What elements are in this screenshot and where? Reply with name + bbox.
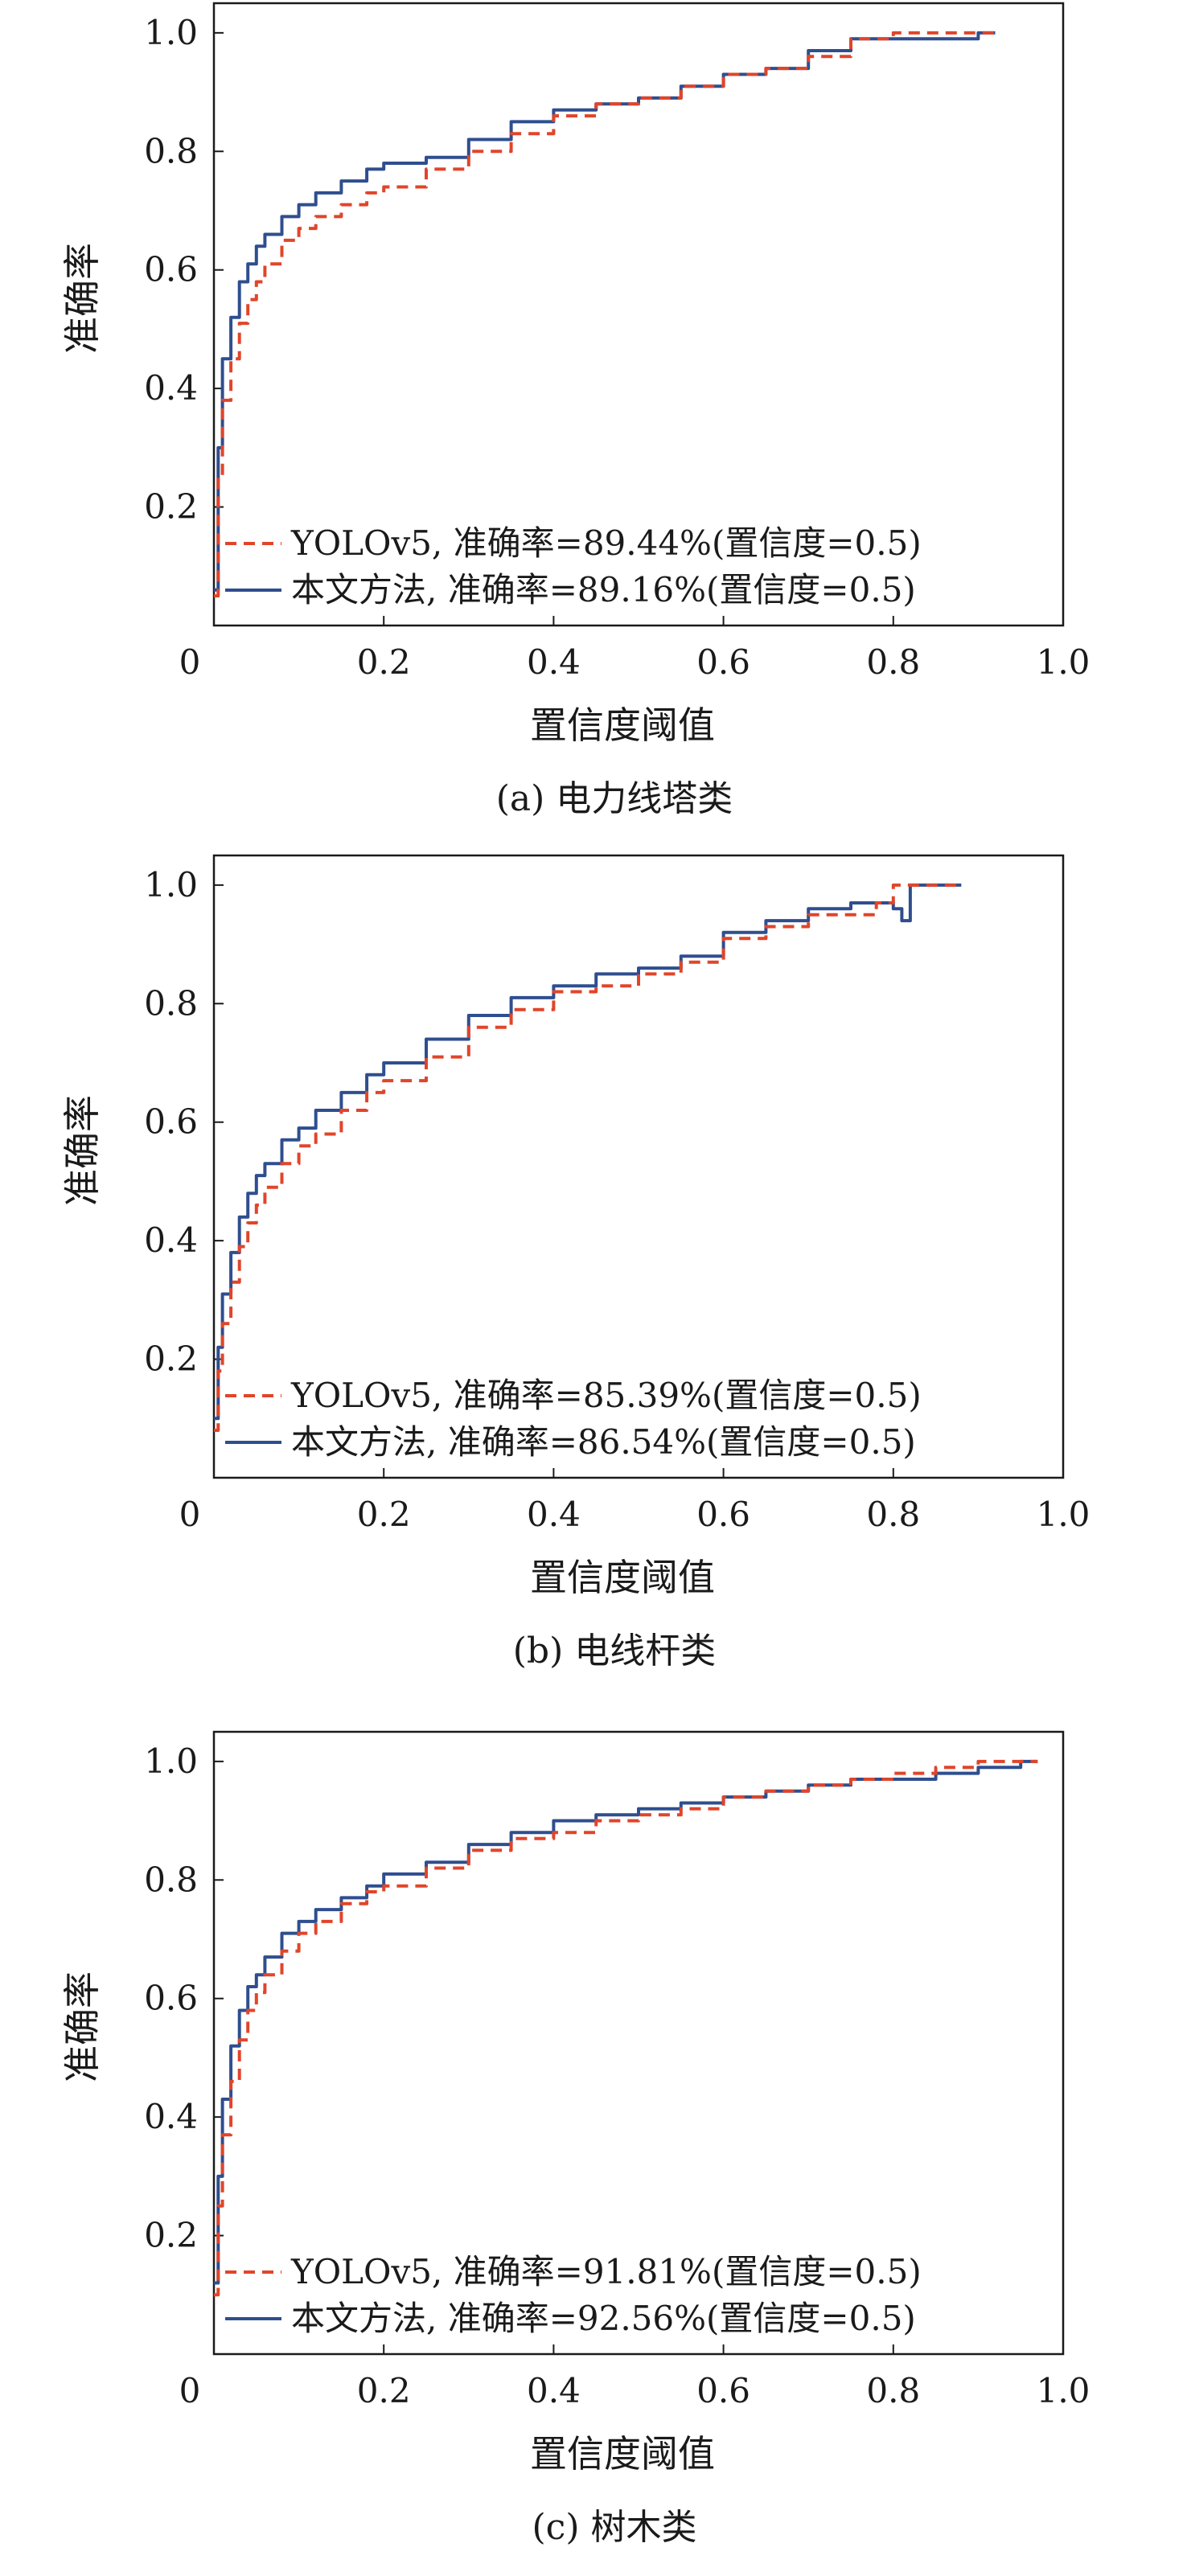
y-tick-label: 1.0 (144, 13, 198, 52)
x-tick-label: 0 (179, 2371, 201, 2410)
y-tick-label: 0.6 (144, 1102, 198, 1142)
y-tick-label: 0.8 (144, 131, 198, 170)
y-tick-label: 0.4 (144, 368, 198, 408)
x-tick-label: 0.2 (357, 1495, 411, 1534)
legend-entry: 本文方法, 准确率=86.54%(置信度=0.5) (291, 1422, 916, 1462)
chart-panel-b: 0 0.2 0.4 0.6 0.8 1.0 0.2 0.4 0.6 0.8 1.0 置信度阈值 准确率 Y… (0, 852, 1187, 1721)
x-axis-label: 置信度阈值 (530, 2432, 715, 2476)
x-tick-label: 0.6 (696, 642, 750, 682)
y-tick-label: 1.0 (144, 1741, 198, 1781)
x-tick-label: 0.2 (357, 2371, 411, 2410)
y-axis-label: 准确率 (60, 1971, 104, 2082)
x-tick-label: 0 (179, 1495, 201, 1534)
y-tick-label: 0.8 (144, 983, 198, 1023)
x-axis-label: 置信度阈值 (530, 703, 715, 747)
legend-entry: YOLOv5, 准确率=89.44%(置信度=0.5) (290, 523, 922, 563)
x-tick-label: 0.8 (866, 1495, 920, 1534)
chart-svg: 0 0.2 0.4 0.6 0.8 1.0 0.2 0.4 0.6 0.8 1.0 置信度阈值 准确率 Y… (60, 2, 1090, 819)
x-tick-label: 0.6 (696, 2371, 750, 2410)
plot-frame (212, 854, 1065, 1479)
y-tick-label: 0.8 (144, 1860, 198, 1899)
y-axis-label: 准确率 (60, 1095, 104, 1206)
x-tick-label: 0 (179, 642, 201, 682)
x-tick-label: 1.0 (1037, 642, 1090, 682)
y-tick-label: 0.2 (144, 1339, 198, 1379)
y-tick-label: 1.0 (144, 865, 198, 904)
y-tick-label: 0.4 (144, 1220, 198, 1260)
legend-entry: YOLOv5, 准确率=85.39%(置信度=0.5) (290, 1376, 922, 1415)
x-tick-label: 0.6 (696, 1495, 750, 1534)
plot-frame (212, 2, 1065, 627)
y-tick-label: 0.2 (144, 487, 198, 527)
x-tick-label: 0.8 (866, 2371, 920, 2410)
series-yolov5-line (214, 31, 996, 598)
series-ours-line (214, 31, 996, 592)
chart-caption: (c) 树木类 (532, 2507, 697, 2548)
x-tick-label: 1.0 (1037, 2371, 1090, 2410)
x-tick-label: 0.4 (527, 2371, 581, 2410)
chart-caption: (a) 电力线塔类 (496, 778, 733, 819)
chart-svg: 0 0.2 0.4 0.6 0.8 1.0 0.2 0.4 0.6 0.8 1.0 置信度阈值 准确率 Y… (60, 854, 1090, 1672)
x-tick-label: 0.4 (527, 1495, 581, 1534)
y-axis-label: 准确率 (60, 243, 104, 354)
chart-caption: (b) 电线杆类 (513, 1631, 716, 1672)
series-yolov5-line (214, 1759, 1038, 2297)
legend-entry: YOLOv5, 准确率=91.81%(置信度=0.5) (290, 2252, 922, 2291)
legend-entry: 本文方法, 准确率=92.56%(置信度=0.5) (291, 2299, 916, 2338)
x-tick-label: 0.2 (357, 642, 411, 682)
y-tick-label: 0.4 (144, 2097, 198, 2136)
plot-frame (212, 1730, 1065, 2356)
y-tick-label: 0.6 (144, 250, 198, 289)
x-tick-label: 0.4 (527, 642, 581, 682)
series-yolov5-line (214, 883, 962, 1432)
chart-panel-a: 0 0.2 0.4 0.6 0.8 1.0 0.2 0.4 0.6 0.8 1.0 置信度阈值 准确率 Y… (0, 0, 1187, 852)
series-ours-line (214, 883, 962, 1421)
x-tick-label: 1.0 (1037, 1495, 1090, 1534)
x-axis-label: 置信度阈值 (530, 1556, 715, 1599)
x-tick-label: 0.8 (866, 642, 920, 682)
series-ours-line (214, 1759, 1038, 2285)
y-tick-label: 0.6 (144, 1979, 198, 2018)
legend-entry: 本文方法, 准确率=89.16%(置信度=0.5) (291, 570, 916, 609)
chart-panel-c: 0 0.2 0.4 0.6 0.8 1.0 0.2 0.4 0.6 0.8 1.0 置信度阈值 准确率 Y… (0, 1721, 1187, 2576)
y-tick-label: 0.2 (144, 2216, 198, 2255)
chart-svg: 0 0.2 0.4 0.6 0.8 1.0 0.2 0.4 0.6 0.8 1.0 置信度阈值 准确率 Y… (60, 1730, 1090, 2548)
